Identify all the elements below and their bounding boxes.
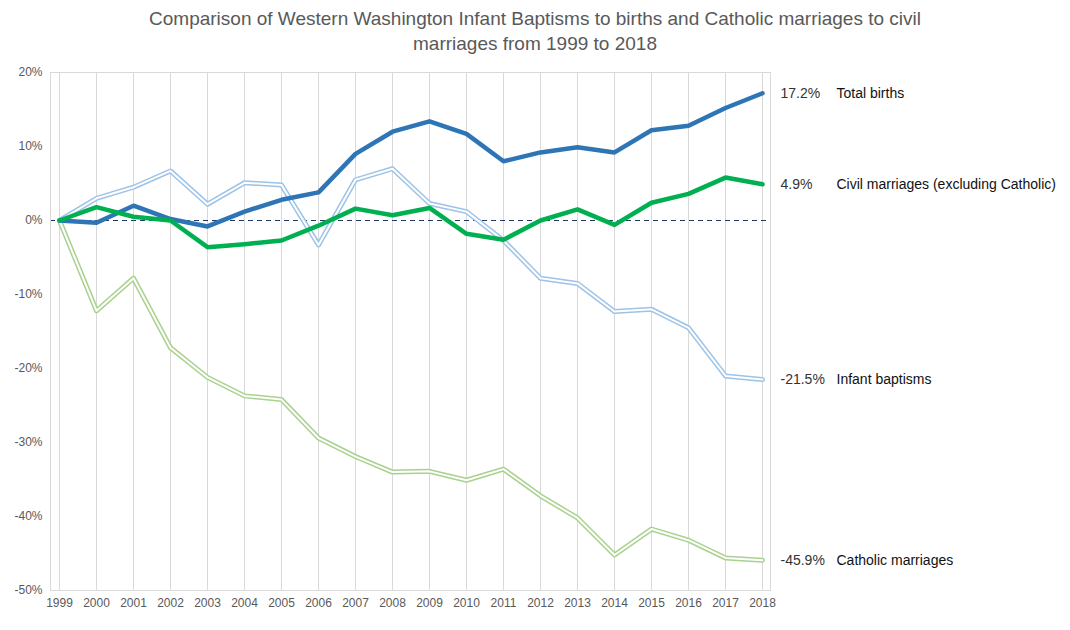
svg-text:2018: 2018 (749, 596, 776, 610)
svg-text:-30%: -30% (14, 435, 42, 449)
svg-text:2008: 2008 (379, 596, 406, 610)
svg-text:0%: 0% (25, 213, 43, 227)
svg-text:-40%: -40% (14, 509, 42, 523)
svg-text:-50%: -50% (14, 583, 42, 597)
svg-text:Infant baptisms: Infant baptisms (837, 371, 932, 387)
svg-text:-20%: -20% (14, 361, 42, 375)
svg-text:Total births: Total births (837, 85, 905, 101)
svg-text:10%: 10% (18, 139, 42, 153)
svg-text:2003: 2003 (194, 596, 221, 610)
svg-text:2010: 2010 (453, 596, 480, 610)
svg-text:2007: 2007 (342, 596, 369, 610)
svg-text:2004: 2004 (231, 596, 258, 610)
svg-text:2015: 2015 (638, 596, 665, 610)
html-text:Comparison of Western Washingt: Comparison of Western Washington Infant … (149, 8, 921, 54)
svg-text:2013: 2013 (564, 596, 591, 610)
svg-text:17.2%: 17.2% (781, 85, 821, 101)
svg-text:2009: 2009 (416, 596, 443, 610)
svg-text:2000: 2000 (83, 596, 110, 610)
svg-text:20%: 20% (18, 65, 42, 79)
svg-text:Civil marriages (excluding Cat: Civil marriages (excluding Catholic) (837, 176, 1056, 192)
svg-text:-45.9%: -45.9% (781, 552, 825, 568)
svg-text:2006: 2006 (305, 596, 332, 610)
svg-text:2001: 2001 (120, 596, 147, 610)
svg-text:2017: 2017 (712, 596, 739, 610)
svg-text:Catholic marriages: Catholic marriages (837, 552, 954, 568)
svg-text:-10%: -10% (14, 287, 42, 301)
svg-text:2014: 2014 (601, 596, 628, 610)
svg-text:2002: 2002 (157, 596, 184, 610)
svg-text:4.9%: 4.9% (781, 176, 813, 192)
svg-text:1999: 1999 (46, 596, 73, 610)
svg-text:2012: 2012 (527, 596, 554, 610)
svg-text:2011: 2011 (491, 596, 517, 610)
svg-text:2016: 2016 (675, 596, 702, 610)
svg-text:2005: 2005 (268, 596, 295, 610)
svg-text:-21.5%: -21.5% (781, 371, 825, 387)
